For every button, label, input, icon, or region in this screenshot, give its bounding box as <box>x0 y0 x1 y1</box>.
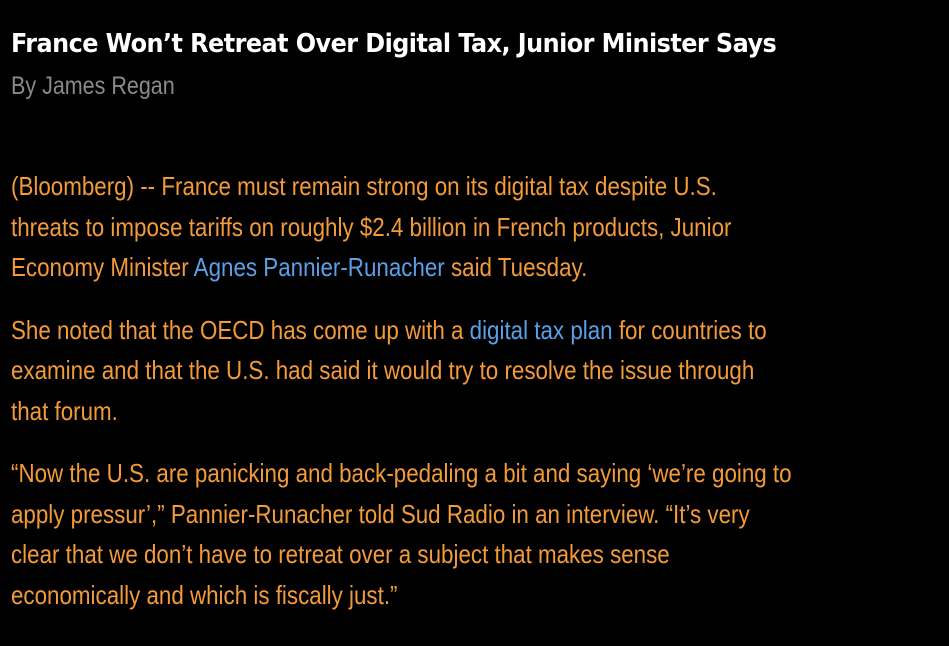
text-span: examine and that the U.S. had said it wo… <box>11 355 755 385</box>
text-span: said Tuesday. <box>444 252 588 282</box>
text-span: “Now the U.S. are panicking and back-ped… <box>11 458 792 488</box>
text-span: for countries to <box>612 314 767 345</box>
headline: France Won’t Retreat Over Digital Tax, J… <box>11 29 777 59</box>
text-span: that forum. <box>11 395 118 426</box>
paragraph-line: “Now the U.S. are panicking and back-ped… <box>11 453 931 494</box>
article: France Won’t Retreat Over Digital Tax, J… <box>11 0 941 610</box>
text-span: economically and which is fiscally just.… <box>11 579 398 610</box>
person-link[interactable]: Agnes Pannier-Runacher <box>193 252 445 282</box>
paragraph-line: Economy Minister Agnes Pannier-Runacher … <box>11 247 931 288</box>
paragraph: She noted that the OECD has come up with… <box>11 310 931 432</box>
text-span: apply pressur’,” Pannier-Runacher told S… <box>11 498 750 529</box>
paragraph-line: that forum. <box>11 391 931 432</box>
paragraph-line: examine and that the U.S. had said it wo… <box>11 350 931 391</box>
paragraph: (Bloomberg) -- France must remain strong… <box>11 166 931 288</box>
text-span: (Bloomberg) -- France must remain strong… <box>11 171 717 201</box>
paragraph-line: clear that we don’t have to retreat over… <box>11 534 931 575</box>
topic-link[interactable]: digital tax plan <box>469 314 613 345</box>
text-span: She noted that the OECD has come up with… <box>11 314 470 345</box>
paragraph-line: economically and which is fiscally just.… <box>11 575 931 616</box>
paragraph: “Now the U.S. are panicking and back-ped… <box>11 453 931 615</box>
byline: By James Regan <box>11 72 175 100</box>
text-span: threats to impose tariffs on roughly $2.… <box>11 211 732 242</box>
text-span: Economy Minister <box>11 252 194 282</box>
text-span: clear that we don’t have to retreat over… <box>11 539 670 569</box>
paragraph-line: threats to impose tariffs on roughly $2.… <box>11 207 931 248</box>
article-body: (Bloomberg) -- France must remain strong… <box>11 166 931 637</box>
paragraph-line: (Bloomberg) -- France must remain strong… <box>11 166 931 207</box>
paragraph-line: She noted that the OECD has come up with… <box>11 310 931 351</box>
paragraph-line: apply pressur’,” Pannier-Runacher told S… <box>11 494 931 535</box>
